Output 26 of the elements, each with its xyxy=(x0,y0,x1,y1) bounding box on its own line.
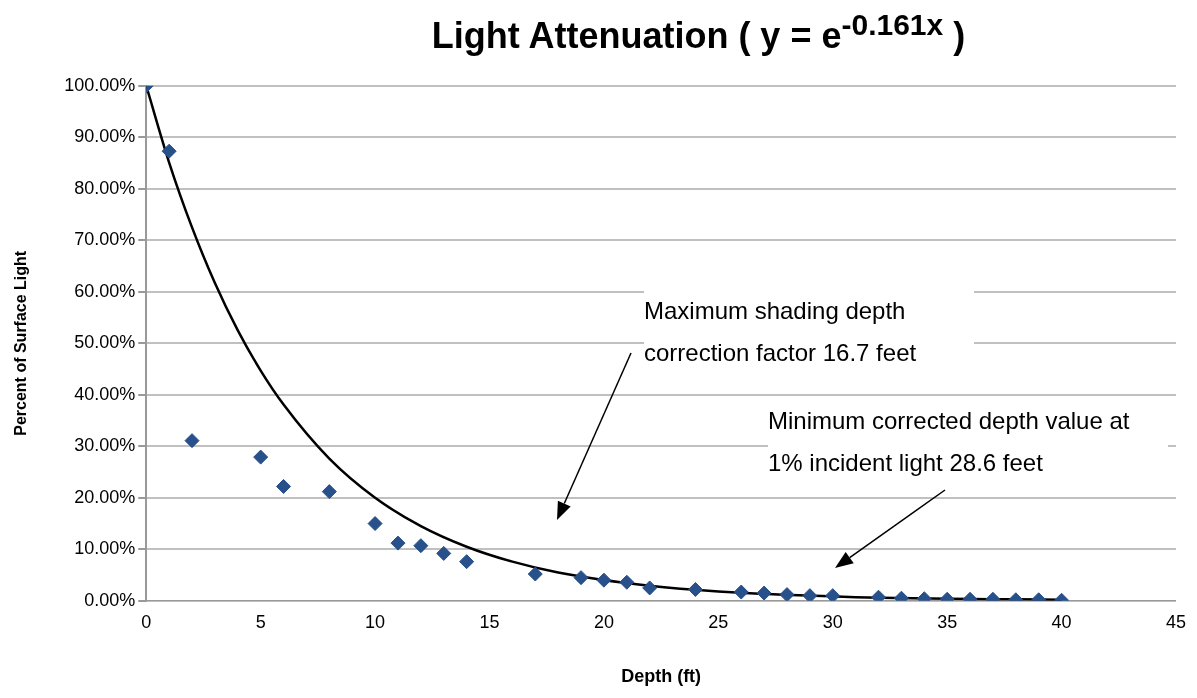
y-axis-title: Percent of Surface Light xyxy=(12,250,30,436)
x-tick-label: 30 xyxy=(822,611,843,632)
y-tick-label: 90.00% xyxy=(74,126,136,147)
y-tick-label: 0.00% xyxy=(84,589,136,610)
chart-title: Light Attenuation ( y = e$^{-0.161x}$ ) xyxy=(430,8,967,58)
y-tick-label: 100.00% xyxy=(64,74,136,95)
x-tick-label: 5 xyxy=(255,611,266,632)
y-tick-label: 30.00% xyxy=(74,435,136,456)
x-tick-label: 45 xyxy=(1165,611,1186,632)
y-tick-label: 60.00% xyxy=(74,280,136,301)
x-axis-title: Depth (ft) xyxy=(621,666,702,687)
x-tick-label: 15 xyxy=(479,611,500,632)
annotation: Minimum corrected depth value at 1% incident light 28.6 feet xyxy=(768,400,1168,484)
x-tick-label: 0 xyxy=(141,611,152,632)
x-tick-label: 40 xyxy=(1051,611,1072,632)
y-tick-label: 80.00% xyxy=(74,177,136,198)
x-tick-label: 20 xyxy=(593,611,614,632)
y-tick-label: 10.00% xyxy=(74,538,136,559)
x-tick-label: 25 xyxy=(708,611,729,632)
x-tick-label: 10 xyxy=(365,611,386,632)
annotation: Maximum shading depth correction factor 16.7 feet xyxy=(644,290,974,374)
y-tick-label: 70.00% xyxy=(74,229,136,250)
y-tick-label: 20.00% xyxy=(74,486,136,507)
x-tick-label: 35 xyxy=(937,611,958,632)
y-tick-label: 50.00% xyxy=(74,332,136,353)
y-tick-label: 40.00% xyxy=(74,383,136,404)
